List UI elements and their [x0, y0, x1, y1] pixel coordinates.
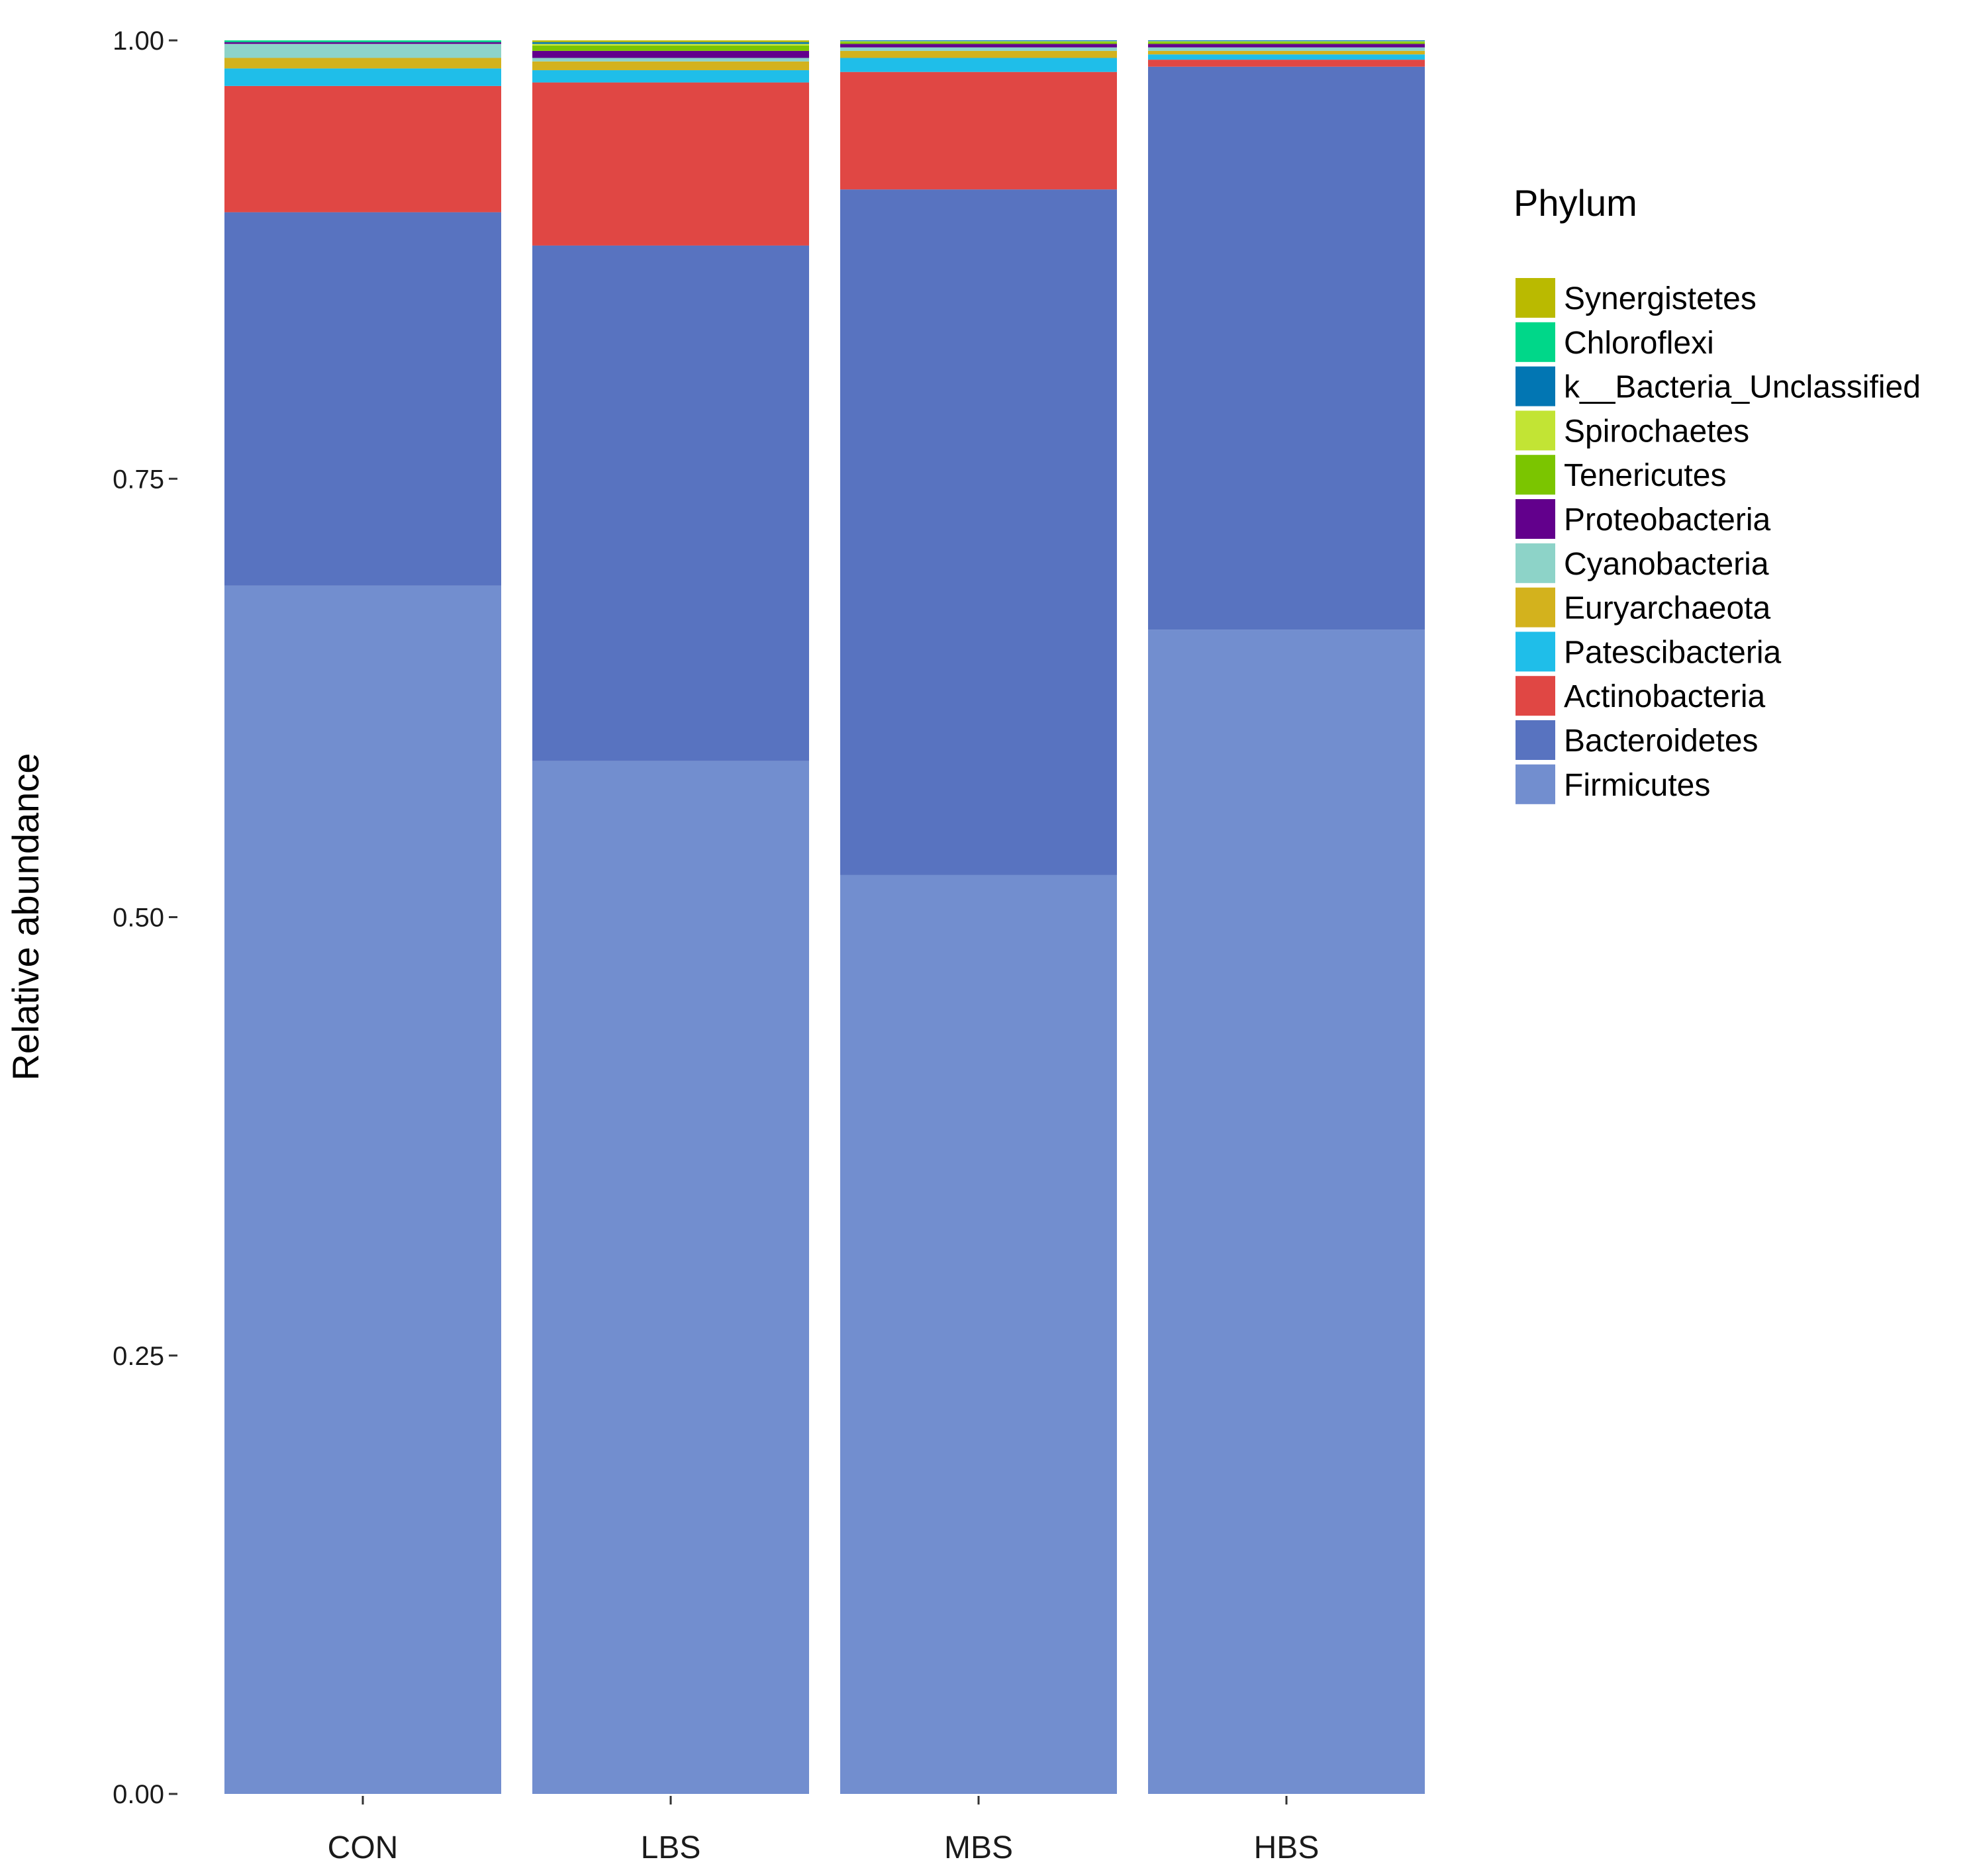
legend-item: Synergistetes [1516, 278, 1757, 318]
bar-segment-lbs-tenericutes [532, 45, 809, 51]
legend-swatch [1516, 366, 1555, 406]
bar-segment-mbs-patescibacteria [840, 58, 1117, 72]
legend-label: Euryarchaeota [1564, 591, 1770, 626]
legend-swatch [1516, 455, 1555, 495]
legend-swatch [1516, 676, 1555, 716]
y-tick-label: 0.75 [113, 465, 164, 494]
legend-label: Chloroflexi [1564, 326, 1714, 361]
bar-segment-hbs-cyanobacteria [1148, 47, 1425, 51]
bar-segment-con-cyanobacteria [224, 44, 501, 58]
legend-item: Bacteroidetes [1516, 720, 1758, 760]
bar-segment-con-euryarchaeota [224, 58, 501, 69]
bar-segment-mbs-tenericutes [840, 42, 1117, 44]
bar-segment-mbs-actinobacteria [840, 71, 1117, 190]
bar-segment-mbs-bacteroidetes [840, 189, 1117, 875]
legend-item: Tenericutes [1516, 455, 1726, 495]
legend-label: Proteobacteria [1564, 502, 1770, 538]
legend-item: Chloroflexi [1516, 322, 1714, 362]
bar-segment-con-actinobacteria [224, 85, 501, 212]
bar-segment-mbs-euryarchaeota [840, 50, 1117, 58]
legend-label: Spirochaetes [1564, 414, 1749, 449]
legend-item: Euryarchaeota [1516, 587, 1770, 628]
x-axis: CON LBS MBS HBS [328, 1796, 1320, 1865]
bar-segment-con-chloroflexi [224, 40, 501, 42]
y-tick-label: 0.00 [113, 1780, 164, 1809]
bar-segment-hbs-actinobacteria [1148, 60, 1425, 67]
bar-area [224, 40, 1425, 1795]
legend-swatch [1516, 764, 1555, 804]
legend-swatch [1516, 587, 1555, 628]
legend-label: Cyanobacteria [1564, 547, 1769, 582]
legend-swatch [1516, 410, 1555, 451]
legend-item: Spirochaetes [1516, 410, 1749, 451]
bar-segment-con-firmicutes [224, 585, 501, 1794]
bar-segment-lbs-proteobacteria [532, 50, 809, 58]
legend-label: k__Bacteria_Unclassified [1564, 370, 1921, 405]
y-axis: 0.00 0.25 0.50 0.75 1.00 [113, 26, 177, 1809]
x-tick-label-hbs: HBS [1254, 1830, 1320, 1865]
bar-segment-hbs-k-bacteria-unclassified [1148, 40, 1425, 42]
legend-item: Cyanobacteria [1516, 543, 1769, 583]
legend-label: Bacteroidetes [1564, 724, 1758, 759]
legend-swatch [1516, 322, 1555, 362]
legend-label: Tenericutes [1564, 458, 1726, 493]
bar-stack-hbs [1148, 40, 1425, 1795]
legend-label: Actinobacteria [1564, 679, 1765, 714]
legend-label: Patescibacteria [1564, 635, 1781, 670]
bar-segment-lbs-synergistetes [532, 40, 809, 42]
legend: Synergistetes Chloroflexi k__Bacteria_Uncl… [1516, 278, 1921, 804]
x-tick-label-mbs: MBS [944, 1830, 1013, 1865]
x-tick-label-con: CON [328, 1830, 399, 1865]
bar-segment-hbs-firmicutes [1148, 630, 1425, 1795]
legend-item: Firmicutes [1516, 764, 1710, 804]
bar-segment-lbs-spirochaetes [532, 44, 809, 46]
bar-segment-lbs-actinobacteria [532, 82, 809, 246]
bar-segment-hbs-euryarchaeota [1148, 50, 1425, 55]
bar-segment-con-bacteroidetes [224, 212, 501, 586]
bar-segment-mbs-spirochaetes [840, 41, 1117, 42]
bar-segment-mbs-cyanobacteria [840, 47, 1117, 51]
bar-segment-mbs-firmicutes [840, 874, 1117, 1794]
bar-stack-con [224, 40, 501, 1794]
bar-segment-hbs-tenericutes [1148, 42, 1425, 44]
bar-segment-hbs-patescibacteria [1148, 54, 1425, 60]
x-tick-label-lbs: LBS [641, 1830, 701, 1865]
bar-segment-con-proteobacteria [224, 42, 501, 44]
legend-item: Patescibacteria [1516, 632, 1781, 672]
bar-stack-lbs [532, 40, 809, 1794]
bar-segment-mbs-k-bacteria-unclassified [840, 40, 1117, 42]
bar-segment-hbs-spirochaetes [1148, 41, 1425, 42]
bar-segment-lbs-euryarchaeota [532, 61, 809, 71]
bar-stack-mbs [840, 40, 1117, 1794]
y-tick-label: 0.25 [113, 1342, 164, 1371]
bar-segment-hbs-bacteroidetes [1148, 66, 1425, 630]
y-axis-title: Relative abundance [5, 753, 46, 1080]
y-tick-label: 1.00 [113, 26, 164, 56]
bar-segment-con-patescibacteria [224, 68, 501, 86]
legend-item: Proteobacteria [1516, 499, 1770, 539]
legend-swatch [1516, 632, 1555, 672]
legend-label: Synergistetes [1564, 281, 1757, 316]
legend-item: k__Bacteria_Unclassified [1516, 366, 1921, 406]
legend-label: Firmicutes [1564, 768, 1710, 803]
bar-segment-lbs-bacteroidetes [532, 245, 809, 761]
bar-segment-lbs-k-bacteria-unclassified [532, 42, 809, 44]
legend-swatch [1516, 278, 1555, 318]
legend-item: Actinobacteria [1516, 676, 1765, 716]
bar-segment-lbs-patescibacteria [532, 70, 809, 83]
bar-segment-hbs-proteobacteria [1148, 44, 1425, 48]
legend-swatch [1516, 499, 1555, 539]
bar-segment-lbs-firmicutes [532, 761, 809, 1794]
bar-segment-lbs-cyanobacteria [532, 58, 809, 62]
legend-swatch [1516, 543, 1555, 583]
y-tick-label: 0.50 [113, 904, 164, 933]
bar-segment-mbs-proteobacteria [840, 44, 1117, 48]
legend-swatch [1516, 720, 1555, 760]
legend-title: Phylum [1514, 182, 1637, 224]
